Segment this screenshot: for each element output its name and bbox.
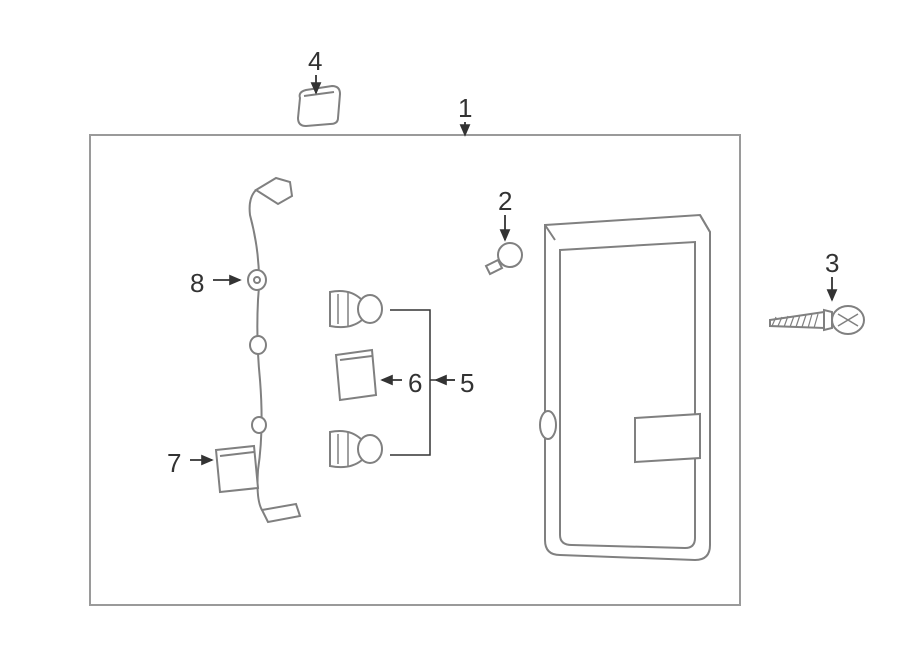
callout-label-8: 8	[190, 270, 204, 296]
part-plug-lower-left	[216, 446, 258, 492]
part-tail-lamp-lens	[540, 215, 710, 560]
callout-label-3: 3	[825, 250, 839, 276]
callout-label-6: 6	[408, 370, 422, 396]
callout-label-2: 2	[498, 188, 512, 214]
part-screw	[770, 306, 864, 334]
part-socket-lower	[330, 431, 382, 467]
diagram-canvas: 1 2 3 4 5 6 7 8	[0, 0, 900, 661]
parts-diagram-svg	[0, 0, 900, 661]
callout-label-4: 4	[308, 48, 322, 74]
callout-label-1: 1	[458, 95, 472, 121]
callout-label-5: 5	[460, 370, 474, 396]
callout-5-bracket	[390, 310, 455, 455]
part-socket-upper	[330, 291, 382, 327]
part-plug-center	[336, 350, 376, 400]
callout-label-7: 7	[167, 450, 181, 476]
part-clip	[298, 86, 340, 126]
part-bulb	[486, 243, 522, 274]
